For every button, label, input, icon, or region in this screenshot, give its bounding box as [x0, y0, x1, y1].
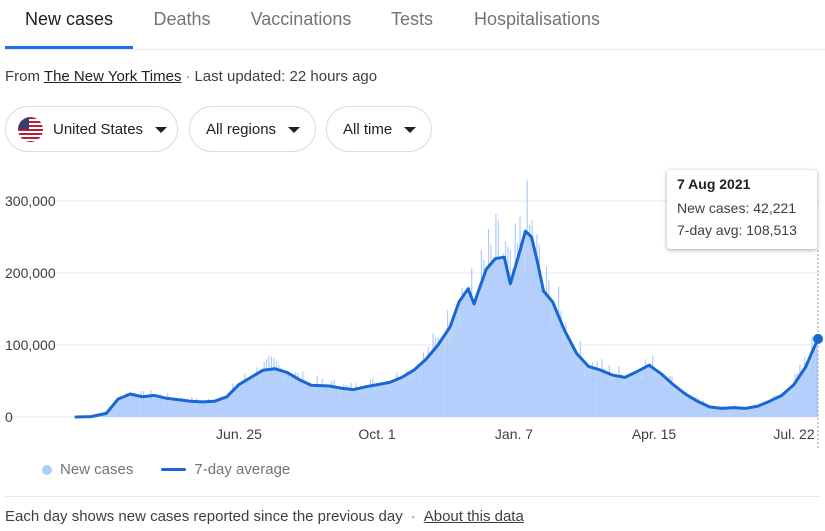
legend-average-label: 7-day average — [194, 461, 291, 478]
tab-deaths[interactable]: Deaths — [153, 9, 211, 29]
footer-divider — [5, 496, 820, 497]
tooltip-new-cases: New cases: 42,221 — [677, 200, 797, 216]
tab-vaccinations[interactable]: Vaccinations — [250, 9, 352, 29]
footer: Each day shows new cases reported since … — [5, 508, 524, 525]
about-data-link[interactable]: About this data — [423, 508, 524, 525]
chevron-down-icon — [288, 126, 301, 133]
x-tick-label: Apr. 15 — [632, 426, 677, 442]
hover-point-marker — [813, 333, 823, 344]
active-tab-indicator — [5, 46, 133, 49]
us-flag-icon — [18, 116, 43, 142]
region-dropdown[interactable]: All regions — [189, 106, 316, 152]
time-dropdown[interactable]: All time — [326, 106, 432, 152]
chevron-down-icon — [155, 126, 168, 133]
tab-bar: New cases Deaths Vaccinations Tests Hosp… — [5, 0, 825, 50]
x-tick-label: Jul. 22 — [773, 426, 814, 442]
tab-hospitalisations[interactable]: Hospitalisations — [473, 9, 601, 29]
cases-area — [76, 231, 818, 417]
last-updated: Last updated: 22 hours ago — [194, 68, 378, 85]
x-tick-label: Jun. 25 — [216, 426, 262, 442]
source-prefix: From — [5, 68, 40, 85]
footer-note: Each day shows new cases reported since … — [5, 508, 403, 525]
chart-legend: New cases 7-day average — [42, 461, 290, 478]
chart-tooltip: 7 Aug 2021 New cases: 42,221 7-day avg: … — [667, 170, 817, 249]
country-dropdown[interactable]: United States — [5, 106, 178, 152]
separator-dot: · — [410, 508, 416, 525]
time-dropdown-label: All time — [343, 120, 393, 138]
x-tick-label: Oct. 1 — [358, 426, 396, 442]
source-link[interactable]: The New York Times — [43, 68, 182, 85]
tooltip-average: 7-day avg: 108,513 — [677, 222, 797, 238]
source-line: From The New York Times · Last updated: 22… — [5, 68, 377, 85]
y-tick-label: 300,000 — [5, 193, 56, 209]
chevron-down-icon — [404, 126, 417, 133]
y-tick-label: 0 — [5, 409, 13, 425]
tab-new-cases[interactable]: New cases — [24, 9, 114, 29]
legend-cases-label: New cases — [60, 461, 134, 478]
separator-dot: · — [185, 68, 191, 85]
country-dropdown-label: United States — [53, 120, 144, 138]
tab-tests[interactable]: Tests — [390, 9, 433, 29]
cases-chart[interactable]: 300,000 200,000 100,000 0 Jun. 25 Oct. 1 Jan.… — [0, 160, 825, 450]
x-tick-label: Jan. 7 — [495, 426, 533, 442]
legend-average-swatch — [161, 468, 187, 471]
y-tick-label: 200,000 — [5, 265, 56, 281]
seven-day-average-line — [74, 229, 820, 419]
tooltip-date: 7 Aug 2021 — [677, 176, 751, 192]
region-dropdown-label: All regions — [206, 120, 277, 138]
legend-cases-swatch — [42, 464, 52, 475]
y-tick-label: 100,000 — [5, 337, 56, 353]
